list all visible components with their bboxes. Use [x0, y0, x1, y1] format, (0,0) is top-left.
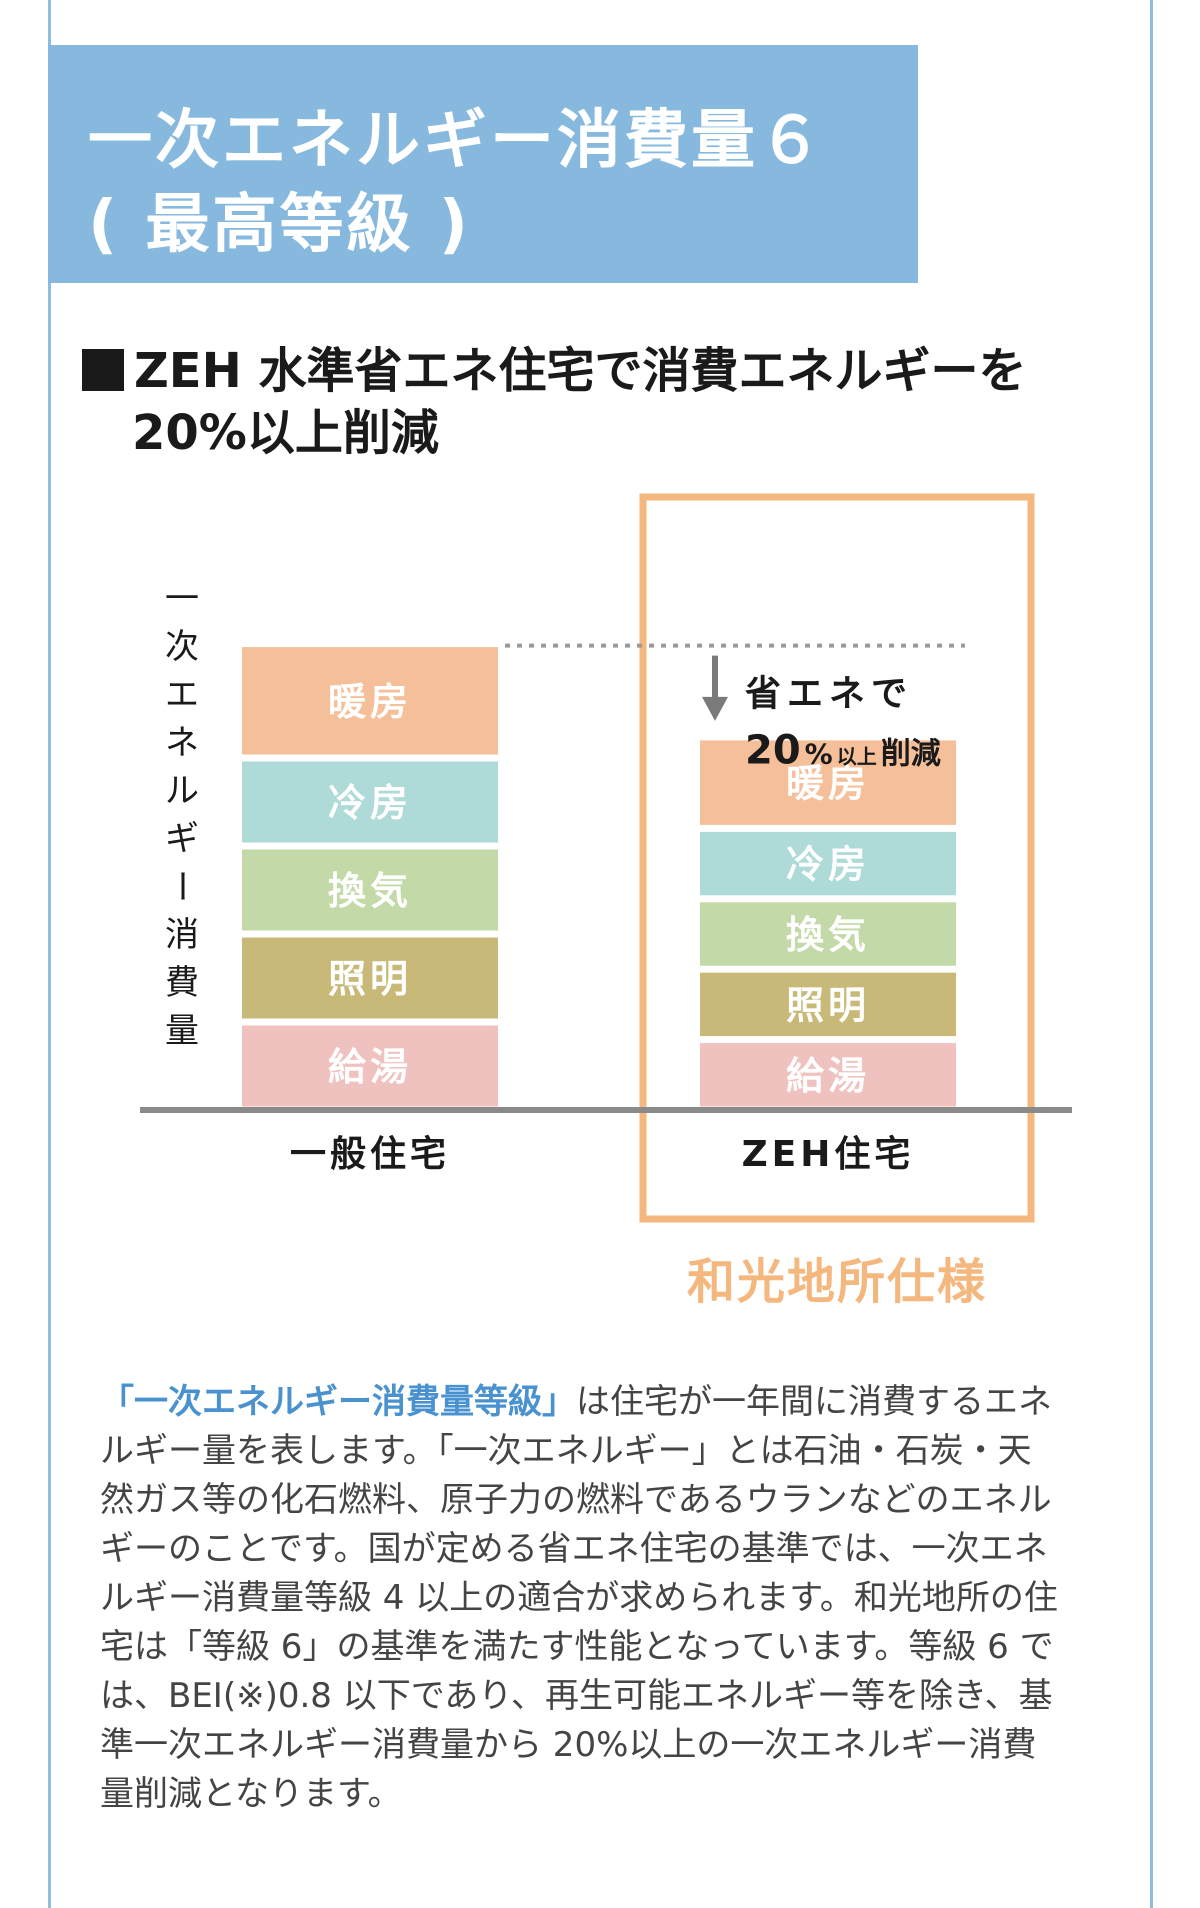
description-paragraph: 「一次エネルギー消費量等級」は住宅が一年間に消費するエネルギー量を表します。「一… [100, 1378, 1090, 1819]
section-heading-line1: ZEH 水準省エネ住宅で消費エネルギーを [134, 343, 1027, 399]
bar-segment [700, 972, 956, 1037]
description-line: は、BEI(※)0.8 以下であり、再生可能エネルギー等を除き、基 [100, 1676, 1053, 1716]
right-frame-border [1150, 0, 1153, 1908]
section-heading: ZEH 水準省エネ住宅で消費エネルギーを 20%以上削減 [82, 340, 1082, 464]
bar-segment [242, 937, 498, 1019]
description-line: は住宅が一年間に消費するエネ [576, 1382, 1052, 1422]
bar-segment-label: 換気 [786, 913, 870, 957]
y-axis-label-char: 量 [165, 1011, 199, 1051]
header-band: 一次エネルギー消費量６ ( 最高等級 ) [48, 45, 918, 283]
y-axis-label-char: 次 [165, 627, 199, 667]
annotation-part: 削減 [881, 737, 941, 772]
y-axis-label-char: ネ [165, 723, 199, 763]
category-label: ZEH住宅 [742, 1133, 915, 1175]
bar-segment [242, 1025, 498, 1107]
annotation-part: 20 [745, 728, 801, 774]
description-highlight: 「一次エネルギー消費量等級」 [100, 1382, 576, 1422]
header-subtitle: ( 最高等級 ) [88, 188, 472, 262]
bar-segment [700, 740, 956, 825]
description-line: 然ガス等の化石燃料、原子力の燃料であるウランなどのエネル [100, 1480, 1052, 1520]
annotation-line2: 20% 以上 削減 [745, 728, 941, 774]
section-heading-line2: 20%以上削減 [132, 405, 439, 461]
y-axis-label-char: ギ [165, 819, 199, 859]
description-line: ルギー量を表します。「一次エネルギー」とは石油・石炭・天 [100, 1431, 1032, 1471]
annotation-part: 以上 [837, 745, 877, 769]
bar-segment-label: 換気 [328, 869, 412, 913]
header-title: 一次エネルギー消費量６ [88, 104, 825, 178]
highlight-caption: 和光地所仕様 [687, 1254, 987, 1310]
y-axis-label-char: ー [161, 869, 201, 903]
square-bullet-icon [82, 349, 124, 391]
left-frame-border [48, 0, 51, 1908]
description-line: 量削減となります。 [100, 1774, 402, 1814]
reduction-arrow-head-icon [702, 696, 728, 721]
description-line: ギーのことです。国が定める省エネ住宅の基準では、一次エネ [100, 1529, 1048, 1569]
zeh-highlight-box [639, 493, 1035, 1223]
bar-segment [242, 849, 498, 931]
bar-segment [700, 831, 956, 896]
bar-segment-label: 暖房 [786, 762, 870, 806]
bar-segment [242, 761, 498, 843]
annotation-part: % [805, 738, 833, 771]
bar-segment-label: 照明 [328, 957, 412, 1001]
y-axis-label-char: ル [165, 771, 199, 811]
y-axis-label-char: 消 [165, 915, 199, 955]
description-line: 準一次エネルギー消費量から 20%以上の一次エネルギー消費 [100, 1725, 1037, 1765]
y-axis-label-char: エ [165, 675, 199, 715]
category-label: 一般住宅 [290, 1133, 450, 1175]
bar-segment-label: 暖房 [328, 680, 412, 724]
description-line: ルギー消費量等級 4 以上の適合が求められます。和光地所の住 [100, 1578, 1058, 1618]
bar-segment-label: 照明 [786, 983, 870, 1027]
bar-segment [700, 1043, 956, 1107]
bar-segment-label: 冷房 [328, 781, 412, 825]
description-line: 宅は「等級 6」の基準を満たす性能となっています。等級 6 で [100, 1627, 1054, 1667]
bar-segment-label: 冷房 [786, 843, 870, 887]
annotation-line1: 省エネで [745, 674, 913, 715]
bar-segment-label: 給湯 [328, 1045, 412, 1089]
bar-segment [242, 647, 498, 755]
bar-segment-label: 給湯 [786, 1054, 870, 1098]
y-axis-label-char: 費 [165, 963, 199, 1003]
y-axis-label-char: 一 [165, 579, 199, 619]
bar-segment [700, 902, 956, 966]
